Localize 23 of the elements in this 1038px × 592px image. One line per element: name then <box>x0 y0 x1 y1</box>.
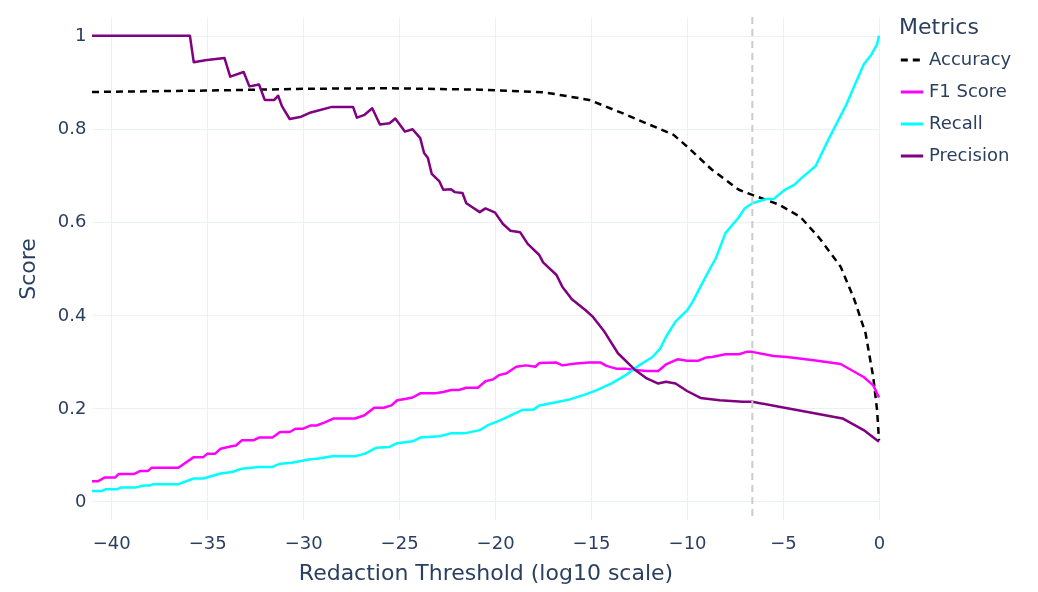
x-tick-label: 0 <box>873 531 886 553</box>
x-tick-label: −20 <box>476 531 515 553</box>
y-tick-label: 0.2 <box>57 396 87 418</box>
x-tick-label: −25 <box>380 531 419 553</box>
x-tick-label: −30 <box>284 531 323 553</box>
legend-title: Metrics <box>899 14 979 39</box>
x-tick-label: −15 <box>572 531 611 553</box>
y-tick-label: 1 <box>75 24 87 46</box>
line-series <box>90 350 881 483</box>
x-axis-title: Redaction Threshold (log10 scale) <box>298 559 674 585</box>
legend-label: Accuracy <box>929 48 1012 69</box>
legend-label: Recall <box>929 112 983 133</box>
x-tick-label: −10 <box>668 531 707 553</box>
legend-label: F1 Score <box>929 80 1007 101</box>
y-tick-label: 0 <box>75 489 87 511</box>
x-tick-label: −35 <box>188 531 227 553</box>
y-axis-title: Score <box>14 238 40 300</box>
x-tick-label: −5 <box>770 531 797 553</box>
y-tick-label: 0.4 <box>57 303 87 325</box>
legend-label: Precision <box>929 144 1010 165</box>
y-tick-label: 0.8 <box>57 117 87 139</box>
y-tick-label: 0.6 <box>57 210 87 232</box>
x-tick-label: −40 <box>92 531 131 553</box>
